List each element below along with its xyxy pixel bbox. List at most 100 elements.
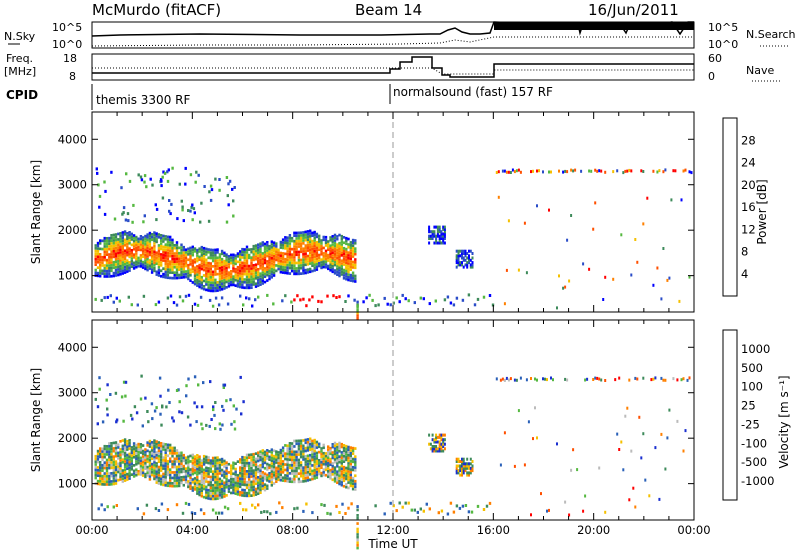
heatmap-cell <box>254 268 258 272</box>
heatmap-cell <box>281 468 285 471</box>
heatmap-cell <box>101 450 104 453</box>
heatmap-cell <box>214 459 217 462</box>
heatmap-cell <box>193 375 197 379</box>
heatmap-cell <box>182 267 185 271</box>
heatmap-cell <box>315 454 319 458</box>
heatmap-cell <box>268 266 271 270</box>
heatmap-cell <box>171 252 174 255</box>
heatmap-cell <box>351 244 355 247</box>
heatmap-cell <box>157 449 161 453</box>
heatmap-cell <box>239 460 242 464</box>
heatmap-cell <box>153 255 156 259</box>
heatmap-cell <box>168 401 171 404</box>
heatmap-cell <box>153 242 156 245</box>
heatmap-cell <box>99 471 102 475</box>
heatmap-cell <box>191 467 194 470</box>
heatmap-cell <box>128 458 131 461</box>
heatmap-cell <box>119 242 122 246</box>
heatmap-cell <box>322 252 325 255</box>
heatmap-cell <box>354 252 357 256</box>
heatmap-cell <box>139 397 143 401</box>
heatmap-cell <box>96 171 99 175</box>
heatmap-cell <box>184 270 188 273</box>
heatmap-cell <box>114 241 118 245</box>
heatmap-cell <box>331 470 334 473</box>
heatmap-cell <box>207 469 210 473</box>
heatmap-cell <box>169 252 172 255</box>
heatmap-cell <box>151 417 154 421</box>
heatmap-cell <box>171 271 174 274</box>
heatmap-cell <box>234 254 237 257</box>
heatmap-cell <box>112 233 115 237</box>
heatmap-cell <box>151 183 154 187</box>
heatmap-cell <box>214 456 217 460</box>
heatmap-cell <box>556 442 558 446</box>
heatmap-cell <box>261 273 264 277</box>
heatmap-cell <box>209 281 212 284</box>
heatmap-cell <box>304 252 307 256</box>
heatmap-cell <box>103 444 106 448</box>
heatmap-cell <box>530 513 532 517</box>
heatmap-cell <box>180 265 183 268</box>
heatmap-cell <box>438 230 441 234</box>
heatmap-cell <box>117 451 120 455</box>
heatmap-cell <box>550 376 552 380</box>
heatmap-cell <box>119 234 122 238</box>
heatmap-cell <box>438 435 441 439</box>
heatmap-cell <box>338 469 341 472</box>
heatmap-cell <box>299 461 303 464</box>
heatmap-cell <box>656 170 659 174</box>
heatmap-cell <box>205 474 208 478</box>
heatmap-cell <box>157 509 161 512</box>
heatmap-cell <box>263 453 267 456</box>
heatmap-cell <box>157 457 161 461</box>
colorbar-tick-label: 25 <box>741 399 756 413</box>
heatmap-cell <box>349 257 352 261</box>
heatmap-cell <box>217 303 221 307</box>
heatmap-cell <box>119 253 122 257</box>
heatmap-cell <box>459 469 462 473</box>
heatmap-cell <box>275 455 278 459</box>
heatmap-cell <box>220 468 224 472</box>
heatmap-cell <box>223 262 226 266</box>
heatmap-cell <box>241 286 244 289</box>
heatmap-cell <box>468 466 470 470</box>
heatmap-cell <box>455 457 458 461</box>
heatmap-cell <box>193 458 197 461</box>
heatmap-cell <box>160 458 163 461</box>
heatmap-cell <box>221 423 224 427</box>
heatmap-cell <box>218 472 222 475</box>
heatmap-cell <box>566 378 569 382</box>
heatmap-cell <box>288 247 292 251</box>
heatmap-cell <box>236 271 240 275</box>
heatmap-cell <box>189 260 192 263</box>
heatmap-cell <box>349 265 352 269</box>
heatmap-cell <box>205 253 208 256</box>
heatmap-cell <box>181 511 185 515</box>
heatmap-cell <box>468 473 470 477</box>
heatmap-cell <box>340 245 343 249</box>
heatmap-cell <box>462 258 465 262</box>
heatmap-cell <box>173 482 176 485</box>
heatmap-cell <box>290 455 294 459</box>
heatmap-cell <box>169 241 172 244</box>
heatmap-cell <box>443 433 446 437</box>
heatmap-cell <box>642 222 645 226</box>
heatmap-cell <box>295 245 298 248</box>
freq-tick-bottom: 8 <box>69 70 76 83</box>
heatmap-cell <box>232 464 235 467</box>
heatmap-cell <box>178 182 181 186</box>
heatmap-cell <box>464 466 467 470</box>
heatmap-cell <box>431 449 434 453</box>
heatmap-cell <box>122 380 126 384</box>
heatmap-cell <box>123 443 127 447</box>
heatmap-cell <box>211 483 215 487</box>
heatmap-cell <box>279 246 282 249</box>
heatmap-cell <box>141 463 145 466</box>
heatmap-cell <box>288 447 292 451</box>
heatmap-cell <box>126 232 129 235</box>
heatmap-cell <box>245 456 249 460</box>
heatmap-cell <box>304 479 307 483</box>
heatmap-cell <box>333 474 337 478</box>
heatmap-cell <box>266 473 269 477</box>
